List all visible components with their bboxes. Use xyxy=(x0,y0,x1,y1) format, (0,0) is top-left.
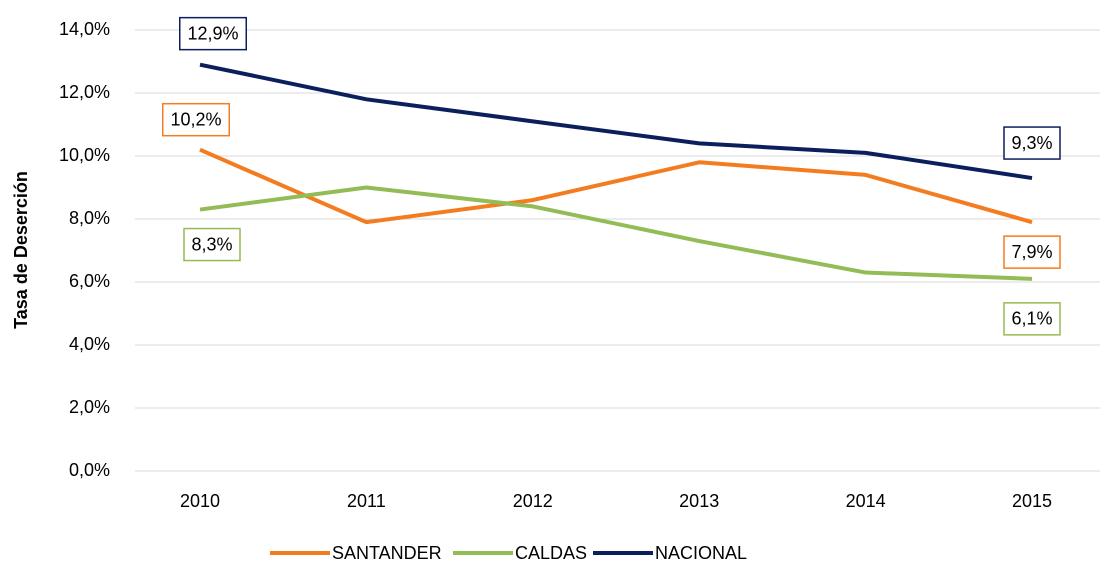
data-label-box xyxy=(179,16,247,51)
data-label: 9,3% xyxy=(1011,133,1052,153)
y-tick-label: 8,0% xyxy=(69,208,110,228)
series-line xyxy=(199,147,1033,225)
data-label-box xyxy=(162,102,230,137)
data-label-box xyxy=(183,227,241,262)
series-line xyxy=(199,62,1033,181)
y-tick-label: 0,0% xyxy=(69,460,110,480)
legend-label: SANTANDER xyxy=(332,543,442,563)
y-tick-label: 10,0% xyxy=(59,145,110,165)
data-label-box xyxy=(1003,302,1061,336)
data-label-box xyxy=(1003,235,1061,269)
data-label: 12,9% xyxy=(187,23,238,43)
x-tick-label: 2015 xyxy=(1012,491,1052,511)
y-tick-label: 14,0% xyxy=(59,19,110,39)
data-label: 8,3% xyxy=(191,234,232,254)
y-axis-title: Tasa de Deserción xyxy=(11,171,31,329)
x-tick-label: 2011 xyxy=(347,491,386,511)
y-tick-label: 4,0% xyxy=(69,334,110,354)
y-tick-label: 2,0% xyxy=(69,397,110,417)
series-line xyxy=(199,185,1033,281)
legend-label: NACIONAL xyxy=(655,543,747,563)
x-tick-label: 2014 xyxy=(846,491,886,511)
data-label: 7,9% xyxy=(1011,242,1052,262)
data-label: 10,2% xyxy=(170,109,221,129)
data-label: 6,1% xyxy=(1011,309,1052,329)
legend-label: CALDAS xyxy=(515,543,587,563)
x-tick-label: 2010 xyxy=(180,491,220,511)
data-label-box xyxy=(1003,126,1061,160)
x-tick-label: 2012 xyxy=(513,491,553,511)
x-tick-label: 2013 xyxy=(679,491,719,511)
y-tick-label: 6,0% xyxy=(69,271,110,291)
y-tick-label: 12,0% xyxy=(59,82,110,102)
